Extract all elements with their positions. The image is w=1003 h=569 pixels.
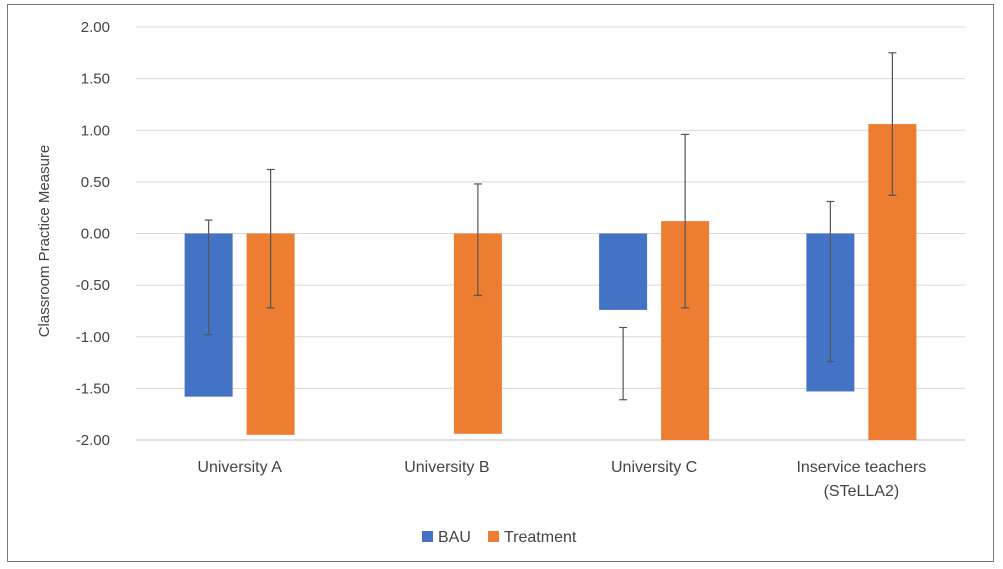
y-tick-label: -1.50 — [76, 380, 110, 397]
y-tick-label: 1.50 — [81, 71, 110, 88]
category-label-2: University C — [611, 459, 697, 476]
legend-label-treatment: Treatment — [504, 529, 577, 546]
y-tick-label: -2.00 — [76, 432, 110, 449]
bar-bau-2 — [599, 233, 648, 310]
y-tick-label: 2.00 — [81, 19, 110, 36]
y-tick-label: 0.50 — [81, 174, 110, 191]
legend-swatch-bau — [422, 531, 433, 542]
category-label-3: (STeLLA2) — [824, 483, 900, 500]
y-axis-label: Classroom Practice Measure — [36, 145, 53, 338]
category-label-0: University A — [197, 459, 282, 476]
y-tick-label: -0.50 — [76, 277, 110, 294]
y-tick-label: -1.00 — [76, 329, 110, 346]
y-axis-ticks: 2.00 1.50 1.00 0.50 0.00 -0.50 -1.00 -1.50 -2.00 — [76, 19, 110, 449]
legend-label-bau: BAU — [438, 529, 471, 546]
y-tick-label: 0.00 — [81, 226, 110, 243]
category-label-1: University B — [404, 459, 489, 476]
y-tick-label: 1.00 — [81, 122, 110, 139]
category-labels: University A University B University C Inse… — [197, 459, 926, 500]
error-bars — [204, 52, 897, 401]
category-label-3: Inservice teachers — [796, 459, 926, 476]
legend-swatch-treatment — [488, 531, 499, 542]
legend: BAU Treatment — [422, 529, 577, 546]
bars — [184, 124, 917, 441]
